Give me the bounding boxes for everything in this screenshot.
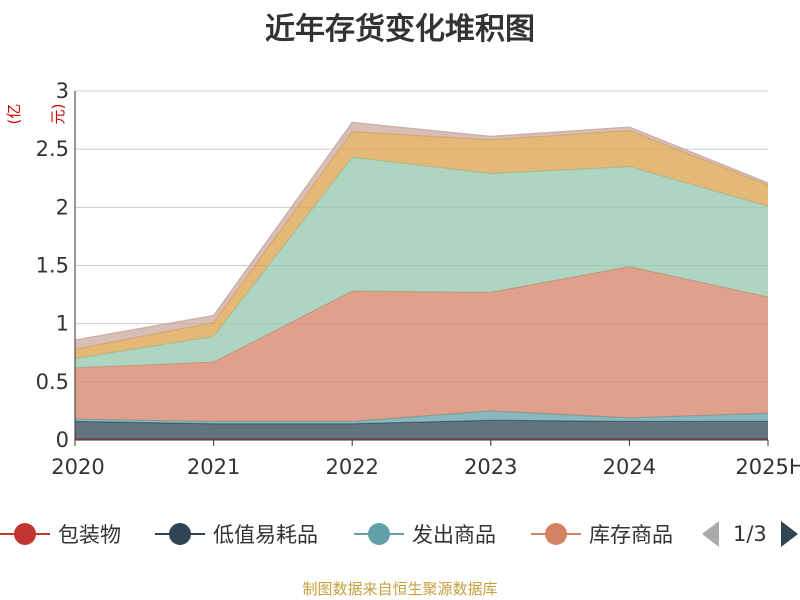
chart-title: 近年存货变化堆积图 [265, 12, 535, 47]
y-axis-tick-labels: 0 0.5 1 1.5 2 2.5 3 [36, 79, 69, 452]
legend-swatch-icon [155, 514, 205, 554]
x-tick-label: 2025H [735, 455, 800, 479]
legend-label: 库存商品 [589, 523, 673, 547]
legend-item-consumables[interactable]: 低值易耗品 [155, 514, 318, 554]
y-tick-label: 1.5 [36, 254, 69, 278]
area-series-4 [75, 157, 768, 368]
legend-item-packaging[interactable]: 包装物 [0, 514, 121, 554]
y-tick-label: 2.5 [36, 137, 69, 161]
legend-label: 发出商品 [412, 523, 496, 547]
area-series-edge-6 [74, 121, 769, 341]
legend-page-indicator: 1/3 [733, 522, 767, 546]
legend-label: 低值易耗品 [213, 523, 318, 547]
area-series-1 [75, 420, 768, 439]
y-tick-label: 3 [56, 79, 69, 103]
area-series-3 [75, 266, 768, 422]
x-tick-label: 2022 [325, 455, 378, 479]
legend-swatch-icon [354, 514, 404, 554]
x-tick-label: 2023 [464, 455, 517, 479]
legend-prev-page-icon[interactable] [702, 521, 719, 547]
y-tick-label: 0 [56, 428, 69, 452]
legend-item-inventory-goods[interactable]: 库存商品 [531, 514, 683, 554]
y-tick-label: 0.5 [36, 370, 69, 394]
y-axis-unit-label: (亿元) [5, 103, 67, 125]
area-series-edge-2 [74, 410, 769, 422]
legend-swatch-icon [531, 514, 581, 554]
source-note: 制图数据来自恒生聚源数据库 [302, 580, 498, 598]
legend-swatch-icon [0, 514, 50, 554]
legend: 包装物 低值易耗品 发出商品 库存商品 [0, 514, 800, 554]
legend-label: 包装物 [58, 523, 121, 547]
x-tick-label: 2024 [603, 455, 656, 479]
y-tick-label: 2 [56, 195, 69, 219]
legend-next-page-icon[interactable] [780, 521, 798, 547]
x-tick-label: 2021 [187, 455, 240, 479]
area-series [74, 121, 769, 440]
legend-item-goods-shipped[interactable]: 发出商品 [354, 514, 496, 554]
x-tick-label: 2020 [51, 455, 104, 479]
x-axis-tick-labels: 2020 2021 2022 2023 2024 2025H [51, 455, 800, 479]
legend-pager: 1/3 [702, 514, 798, 554]
area-series-2 [75, 410, 768, 424]
axes [74, 91, 769, 446]
y-tick-label: 1 [56, 312, 69, 336]
